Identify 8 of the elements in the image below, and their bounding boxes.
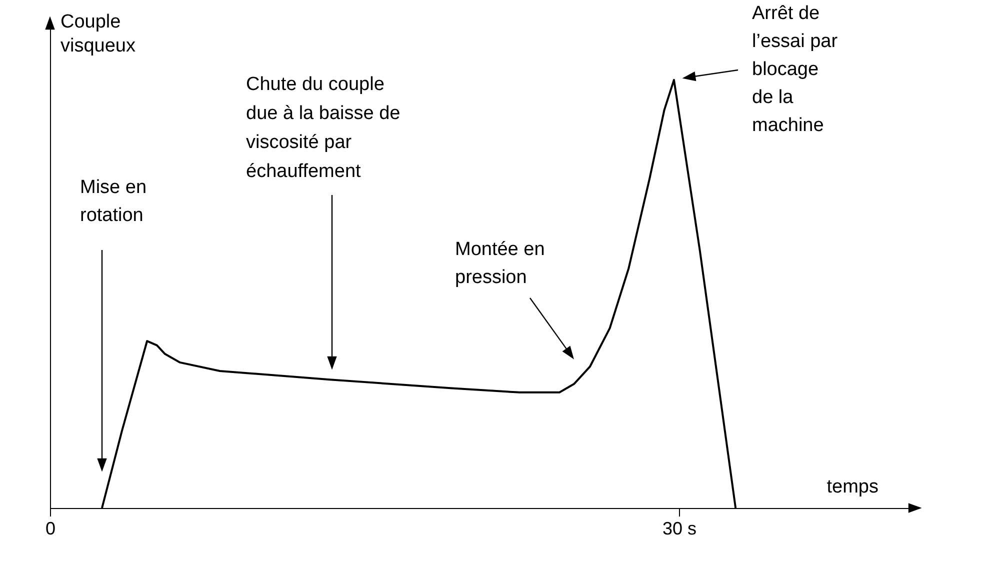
annotation: Montée en pression xyxy=(455,239,545,288)
annotation: Chute du couple due à la baisse de viscosité par échauffement xyxy=(246,74,400,182)
annotation: Mise en rotation xyxy=(80,177,147,226)
x-tick-label: 0 xyxy=(45,518,56,538)
x-tick-label: 30 s xyxy=(662,518,696,538)
y-axis-title: Couple visqueux xyxy=(60,12,136,56)
annotation: Arrêt de l’essai par blocage de la machine xyxy=(752,3,838,136)
x-axis-title: temps xyxy=(826,476,878,498)
